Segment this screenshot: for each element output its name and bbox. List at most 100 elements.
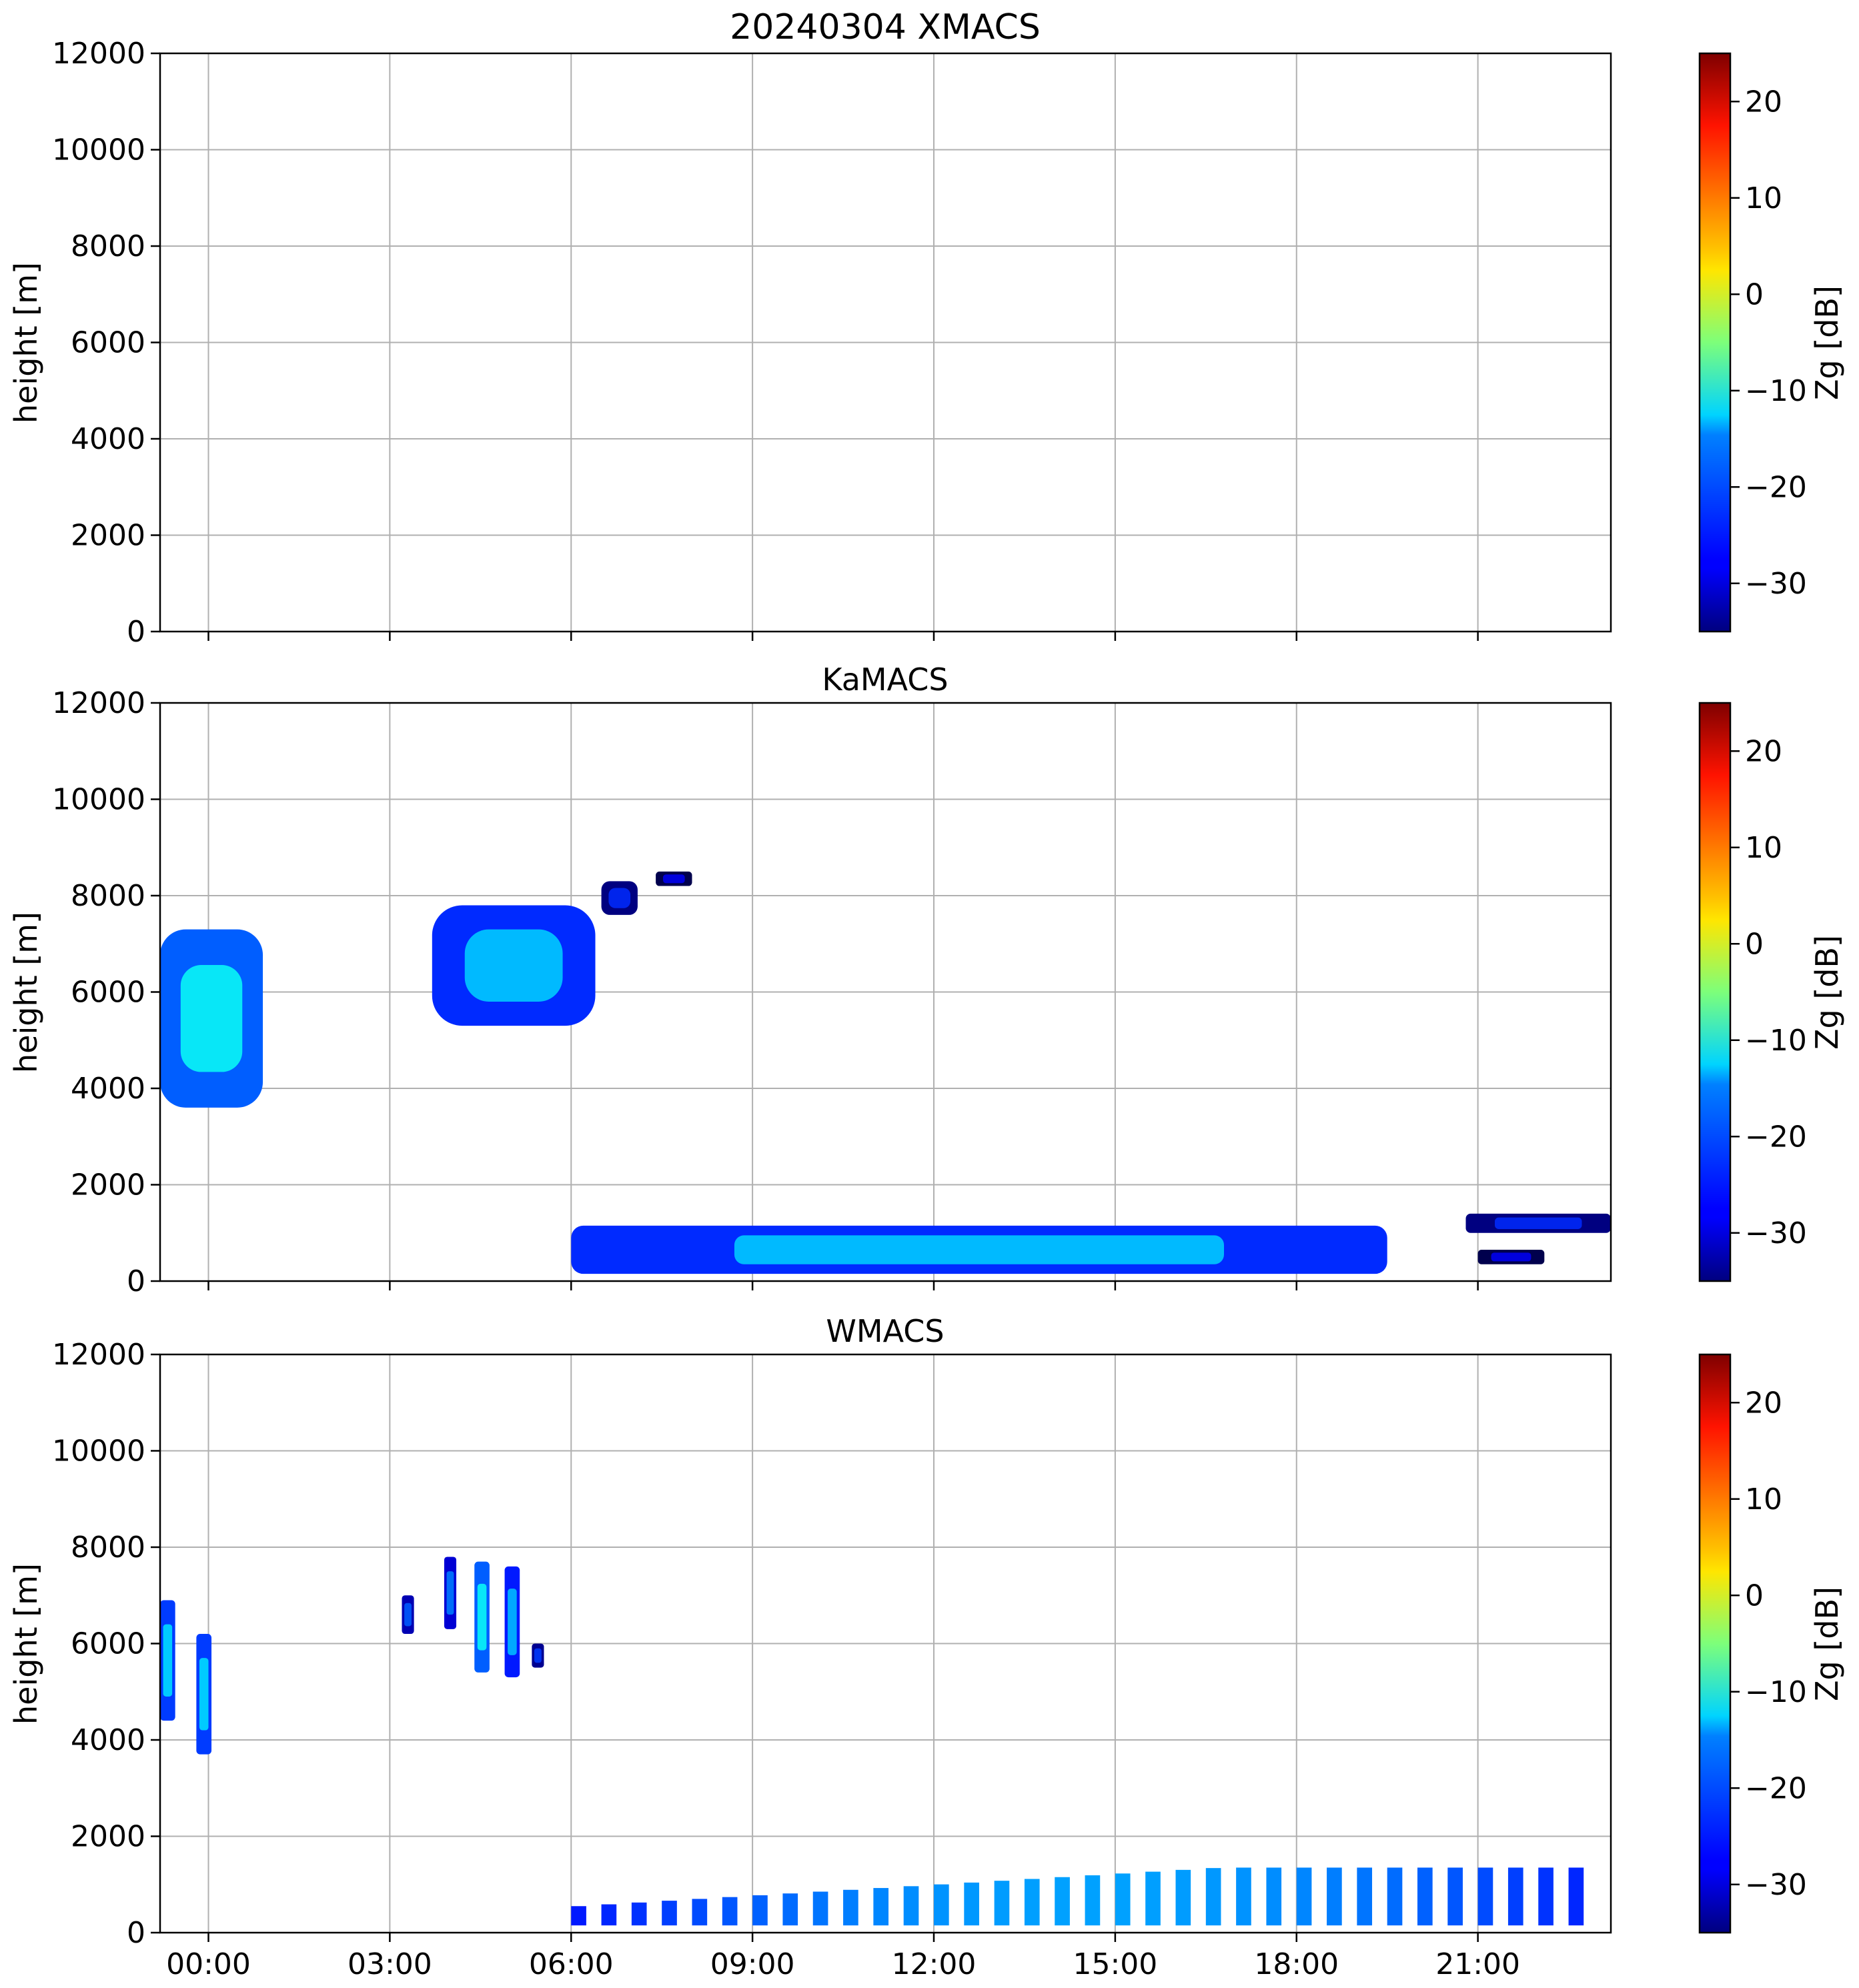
plot-area: 0 2000 4000 6000 8000 10000 12000	[52, 686, 1612, 1298]
echo-core	[734, 1235, 1224, 1264]
colorbar-tick-label: 0	[1745, 927, 1764, 961]
y-tick-label: 10000	[52, 1434, 145, 1468]
colorbar-tick-label: −10	[1745, 1024, 1807, 1058]
colorbar-label: Zg [dB]	[1809, 285, 1845, 400]
echo-column	[1447, 1867, 1463, 1926]
echo-column	[1055, 1877, 1070, 1926]
x-tick-label: 06:00	[529, 1947, 614, 1981]
echo-column	[1024, 1879, 1040, 1926]
y-tick-label: 4000	[71, 1723, 145, 1757]
colorbar-tick-label: −30	[1745, 1868, 1807, 1902]
y-axis-label: height [m]	[8, 262, 44, 423]
echo-core	[180, 965, 243, 1072]
y-tick-label: 0	[127, 1264, 145, 1298]
colorbar: −30 −20 −10 0 10 20	[1698, 702, 1807, 1282]
x-tick-label: 12:00	[892, 1947, 977, 1981]
colorbar-tick-label: 20	[1745, 1386, 1782, 1420]
colorbar-tick-label: −10	[1745, 374, 1807, 408]
colorbar-label: Zg [dB]	[1809, 935, 1845, 1050]
y-tick-label: 6000	[71, 326, 145, 360]
colorbar-tick-label: −10	[1745, 1675, 1807, 1709]
colorbar-gradient	[1698, 702, 1732, 1282]
echo-column	[1115, 1873, 1131, 1926]
echo-column	[1357, 1867, 1373, 1926]
echo-column	[722, 1897, 738, 1926]
echo-core	[199, 1658, 209, 1731]
echo-core	[163, 1624, 173, 1697]
colorbar-tick-label: 10	[1745, 181, 1782, 215]
x-tick-label: 18:00	[1254, 1947, 1339, 1981]
echo-column	[1266, 1867, 1282, 1926]
y-tick-label: 8000	[71, 879, 145, 913]
y-axis-label: height [m]	[8, 1563, 44, 1725]
echo-core	[446, 1571, 454, 1615]
echo-column	[903, 1886, 919, 1926]
y-tick-label: 10000	[52, 133, 145, 167]
echo-column	[873, 1888, 889, 1926]
colorbar: −30 −20 −10 0 10 20	[1698, 52, 1807, 633]
echo-column	[571, 1906, 586, 1926]
colorbar-label: Zg [dB]	[1809, 1587, 1845, 1701]
y-tick-label: 2000	[71, 1820, 145, 1854]
y-tick-label: 8000	[71, 229, 145, 263]
echo-column	[812, 1891, 828, 1926]
colorbar: −30 −20 −10 0 10 20	[1698, 1353, 1807, 1934]
y-tick-label: 2000	[71, 1168, 145, 1202]
x-tick-label: 00:00	[166, 1947, 251, 1981]
echo-column	[631, 1902, 647, 1926]
plot-area: 0 2000 4000 6000 8000 10000 12000	[52, 37, 1612, 649]
panel-title: KaMACS	[822, 662, 948, 698]
echo-column	[601, 1904, 617, 1926]
echo-column	[1568, 1867, 1584, 1926]
y-tick-label: 6000	[71, 1627, 145, 1661]
echo-column	[662, 1901, 677, 1926]
panel-title: 20240304 XMACS	[730, 7, 1041, 47]
y-tick-label: 12000	[52, 1338, 145, 1372]
echo-core	[1491, 1252, 1531, 1262]
echo-column	[1538, 1867, 1554, 1926]
echo-core	[534, 1648, 542, 1663]
echo-column	[1507, 1867, 1523, 1926]
echo-column	[1296, 1867, 1312, 1926]
colorbar-tick-label: 20	[1745, 734, 1782, 768]
y-tick-label: 0	[127, 1916, 145, 1950]
echo-column	[843, 1889, 858, 1926]
colorbar-tick-label: 20	[1745, 85, 1782, 119]
echo-core	[1495, 1217, 1582, 1229]
x-tick-label: 21:00	[1435, 1947, 1520, 1981]
echo-column	[1175, 1869, 1191, 1926]
colorbar-tick-label: 10	[1745, 1482, 1782, 1517]
plot-area: 0 2000 4000 6000 8000 10000 12000 00:00 03:00 06:…	[52, 1338, 1612, 1981]
echo-column	[934, 1884, 949, 1926]
echo-column	[752, 1895, 768, 1926]
panel-kamacs: KaMACS 0 2000 4000 6000 8000 10000 12000 heigh…	[8, 662, 1845, 1298]
colorbar-gradient	[1698, 52, 1732, 633]
echo-column	[692, 1899, 708, 1926]
y-tick-label: 0	[127, 615, 145, 649]
echo-column	[1236, 1867, 1251, 1926]
y-tick-label: 6000	[71, 976, 145, 1010]
echo-core	[508, 1589, 517, 1655]
colorbar-tick-label: −20	[1745, 1120, 1807, 1154]
y-tick-label: 2000	[71, 519, 145, 553]
echo-column	[1145, 1871, 1161, 1926]
x-tick-label: 09:00	[710, 1947, 795, 1981]
echo-column	[1327, 1867, 1342, 1926]
echo-core	[404, 1603, 412, 1627]
y-tick-label: 10000	[52, 783, 145, 817]
y-tick-label: 8000	[71, 1531, 145, 1565]
echo-column	[1387, 1867, 1403, 1926]
colorbar-tick-label: 0	[1745, 277, 1764, 311]
panel-xmacs: 20240304 XMACS 0 2000 4000 6000 8000 10000 120…	[8, 7, 1845, 649]
colorbar-gradient	[1698, 1353, 1732, 1934]
panel-title: WMACS	[826, 1313, 944, 1349]
echo-column	[782, 1893, 798, 1926]
panel-wmacs: WMACS 0 2000 4000 6000 8000 10000 12000 00:00 03…	[8, 1313, 1845, 1981]
colorbar-tick-label: −20	[1745, 1771, 1807, 1805]
y-tick-label: 12000	[52, 686, 145, 720]
colorbar-tick-label: 0	[1745, 1579, 1764, 1613]
echo-column	[1205, 1868, 1221, 1926]
y-tick-label: 12000	[52, 37, 145, 71]
echo-column	[1085, 1875, 1101, 1926]
